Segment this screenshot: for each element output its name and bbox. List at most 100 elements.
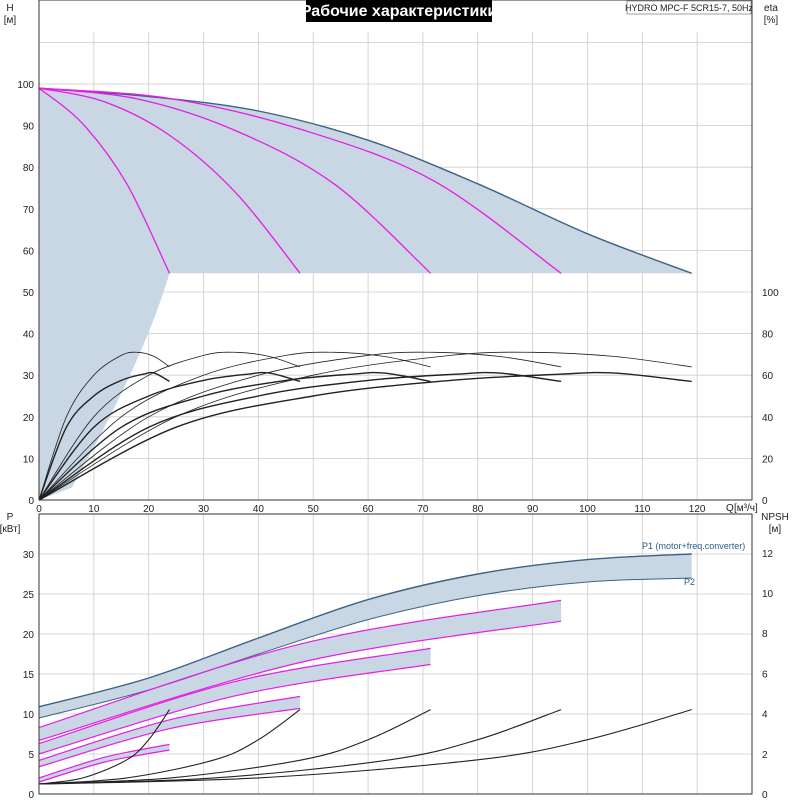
- head-tick-label: 90: [23, 122, 35, 133]
- model-box: [626, 0, 752, 15]
- power-tick-label: 15: [23, 670, 35, 681]
- npsh-tick-label: 4: [762, 710, 768, 721]
- head-axis-unit: [м]: [4, 15, 17, 26]
- npsh-tick-label: 0: [762, 790, 768, 800]
- npsh-curve: [38, 709, 692, 785]
- power-tick-label: 10: [23, 710, 35, 721]
- power-tick-label: 0: [28, 790, 34, 800]
- power-pump-curve: [38, 695, 301, 761]
- operating-range-areas: [39, 88, 692, 782]
- eta-curve: [38, 351, 692, 501]
- x-tick-label: 20: [143, 504, 155, 515]
- head-tick-label: 10: [23, 454, 35, 465]
- head-envelope-curve: [38, 87, 692, 274]
- eta-curve: [38, 371, 692, 501]
- eta-axis-unit: [%]: [764, 15, 779, 26]
- head-tick-label: 0: [28, 496, 34, 507]
- power-axis-unit: [кВт]: [0, 524, 21, 535]
- x-tick-label: 70: [417, 504, 429, 515]
- power-pump-curve: [38, 743, 170, 779]
- npsh-tick-label: 10: [762, 589, 774, 600]
- head-tick-label: 40: [23, 330, 35, 341]
- x-tick-label: 110: [634, 504, 650, 515]
- power-tick-label: 30: [23, 550, 35, 561]
- head-tick-label: 50: [23, 288, 35, 299]
- top-plot-frame: [38, 0, 753, 501]
- power-band-3: [39, 648, 431, 754]
- npsh-curve: [38, 709, 431, 785]
- flow-axis-unit: [м³/ч]: [734, 503, 758, 514]
- x-tick-label: 60: [363, 504, 375, 515]
- npsh-axis-unit: [м]: [769, 524, 782, 535]
- p2-series-label: P2: [684, 577, 695, 587]
- chart-title: Рабочие характеристики: [301, 3, 497, 20]
- power-envelope-curve: [38, 553, 692, 708]
- head-tick-label: 80: [23, 163, 35, 174]
- x-tick-label: 50: [308, 504, 320, 515]
- npsh-tick-label: 2: [762, 750, 768, 761]
- x-tick-label: 30: [198, 504, 210, 515]
- power-tick-label: 25: [23, 590, 35, 601]
- tick-labels: 0 10 20 30 40 50 60 70 80 90 100 110 120010203040506…: [17, 80, 779, 800]
- curve-lines: [38, 87, 692, 785]
- head-operating-area: [39, 88, 692, 274]
- head-axis-label: H: [6, 3, 13, 14]
- x-tick-label: 100: [579, 504, 596, 515]
- head-tick-label: 70: [23, 205, 35, 216]
- eta-tick-label: 40: [762, 413, 774, 424]
- power-band-1: [39, 744, 170, 782]
- x-tick-label: 80: [472, 504, 484, 515]
- eta-tick-label: 100: [762, 288, 779, 299]
- x-tick-label: 90: [527, 504, 539, 515]
- bottom-plot-frame: [38, 513, 753, 795]
- head-tick-label: 30: [23, 371, 35, 382]
- npsh-tick-label: 12: [762, 549, 774, 560]
- head-tick-label: 60: [23, 246, 35, 257]
- eta-curve: [38, 351, 562, 501]
- power-pump-curve: [38, 663, 431, 755]
- eta-curve: [38, 351, 170, 501]
- eta-curve: [38, 371, 170, 501]
- npsh-curve: [38, 709, 170, 785]
- power-band-4: [39, 600, 562, 741]
- flow-axis-label: Q: [726, 503, 734, 514]
- eta-tick-label: 20: [762, 454, 774, 465]
- eta-tick-label: 0: [762, 496, 768, 507]
- x-tick-label: 40: [253, 504, 265, 515]
- head-low-flow-area: [39, 88, 170, 500]
- model-label: HYDRO MPC-F 5CR15-7, 50Hz: [625, 3, 754, 13]
- x-tick-label: 10: [88, 504, 100, 515]
- head-pump-curve: [38, 87, 171, 274]
- p1-series-label: P1 (motor+freq.converter): [642, 541, 745, 551]
- power-pump-curve: [38, 647, 431, 745]
- eta-curve: [38, 351, 431, 501]
- power-axis-label: P: [7, 512, 14, 523]
- x-tick-label: 120: [689, 504, 706, 515]
- power-tick-label: 20: [23, 630, 35, 641]
- x-tick-label: 0: [36, 504, 42, 515]
- power-pump-curve: [38, 749, 170, 783]
- eta-curve: [38, 371, 301, 501]
- power-pump-curve: [38, 707, 301, 768]
- power-band-2: [39, 696, 301, 767]
- eta-curve: [38, 371, 431, 501]
- power-tick-label: 5: [28, 750, 34, 761]
- head-tick-label: 20: [23, 413, 35, 424]
- head-pump-curve: [38, 87, 432, 274]
- title-box: [306, 0, 492, 22]
- npsh-axis-label: NPSH: [761, 512, 789, 523]
- eta-curve: [38, 351, 301, 501]
- eta-tick-label: 60: [762, 371, 774, 382]
- npsh-curve: [38, 709, 301, 785]
- power-pump-curve: [38, 599, 562, 729]
- head-tick-label: 100: [17, 80, 34, 91]
- head-pump-curve: [38, 87, 562, 274]
- eta-axis-label: eta: [764, 3, 778, 14]
- eta-tick-label: 80: [762, 330, 774, 341]
- npsh-tick-label: 8: [762, 629, 768, 640]
- plot-frames: [38, 0, 753, 795]
- npsh-tick-label: 6: [762, 669, 768, 680]
- eta-curve: [38, 371, 562, 501]
- power-pump-curve: [38, 620, 562, 741]
